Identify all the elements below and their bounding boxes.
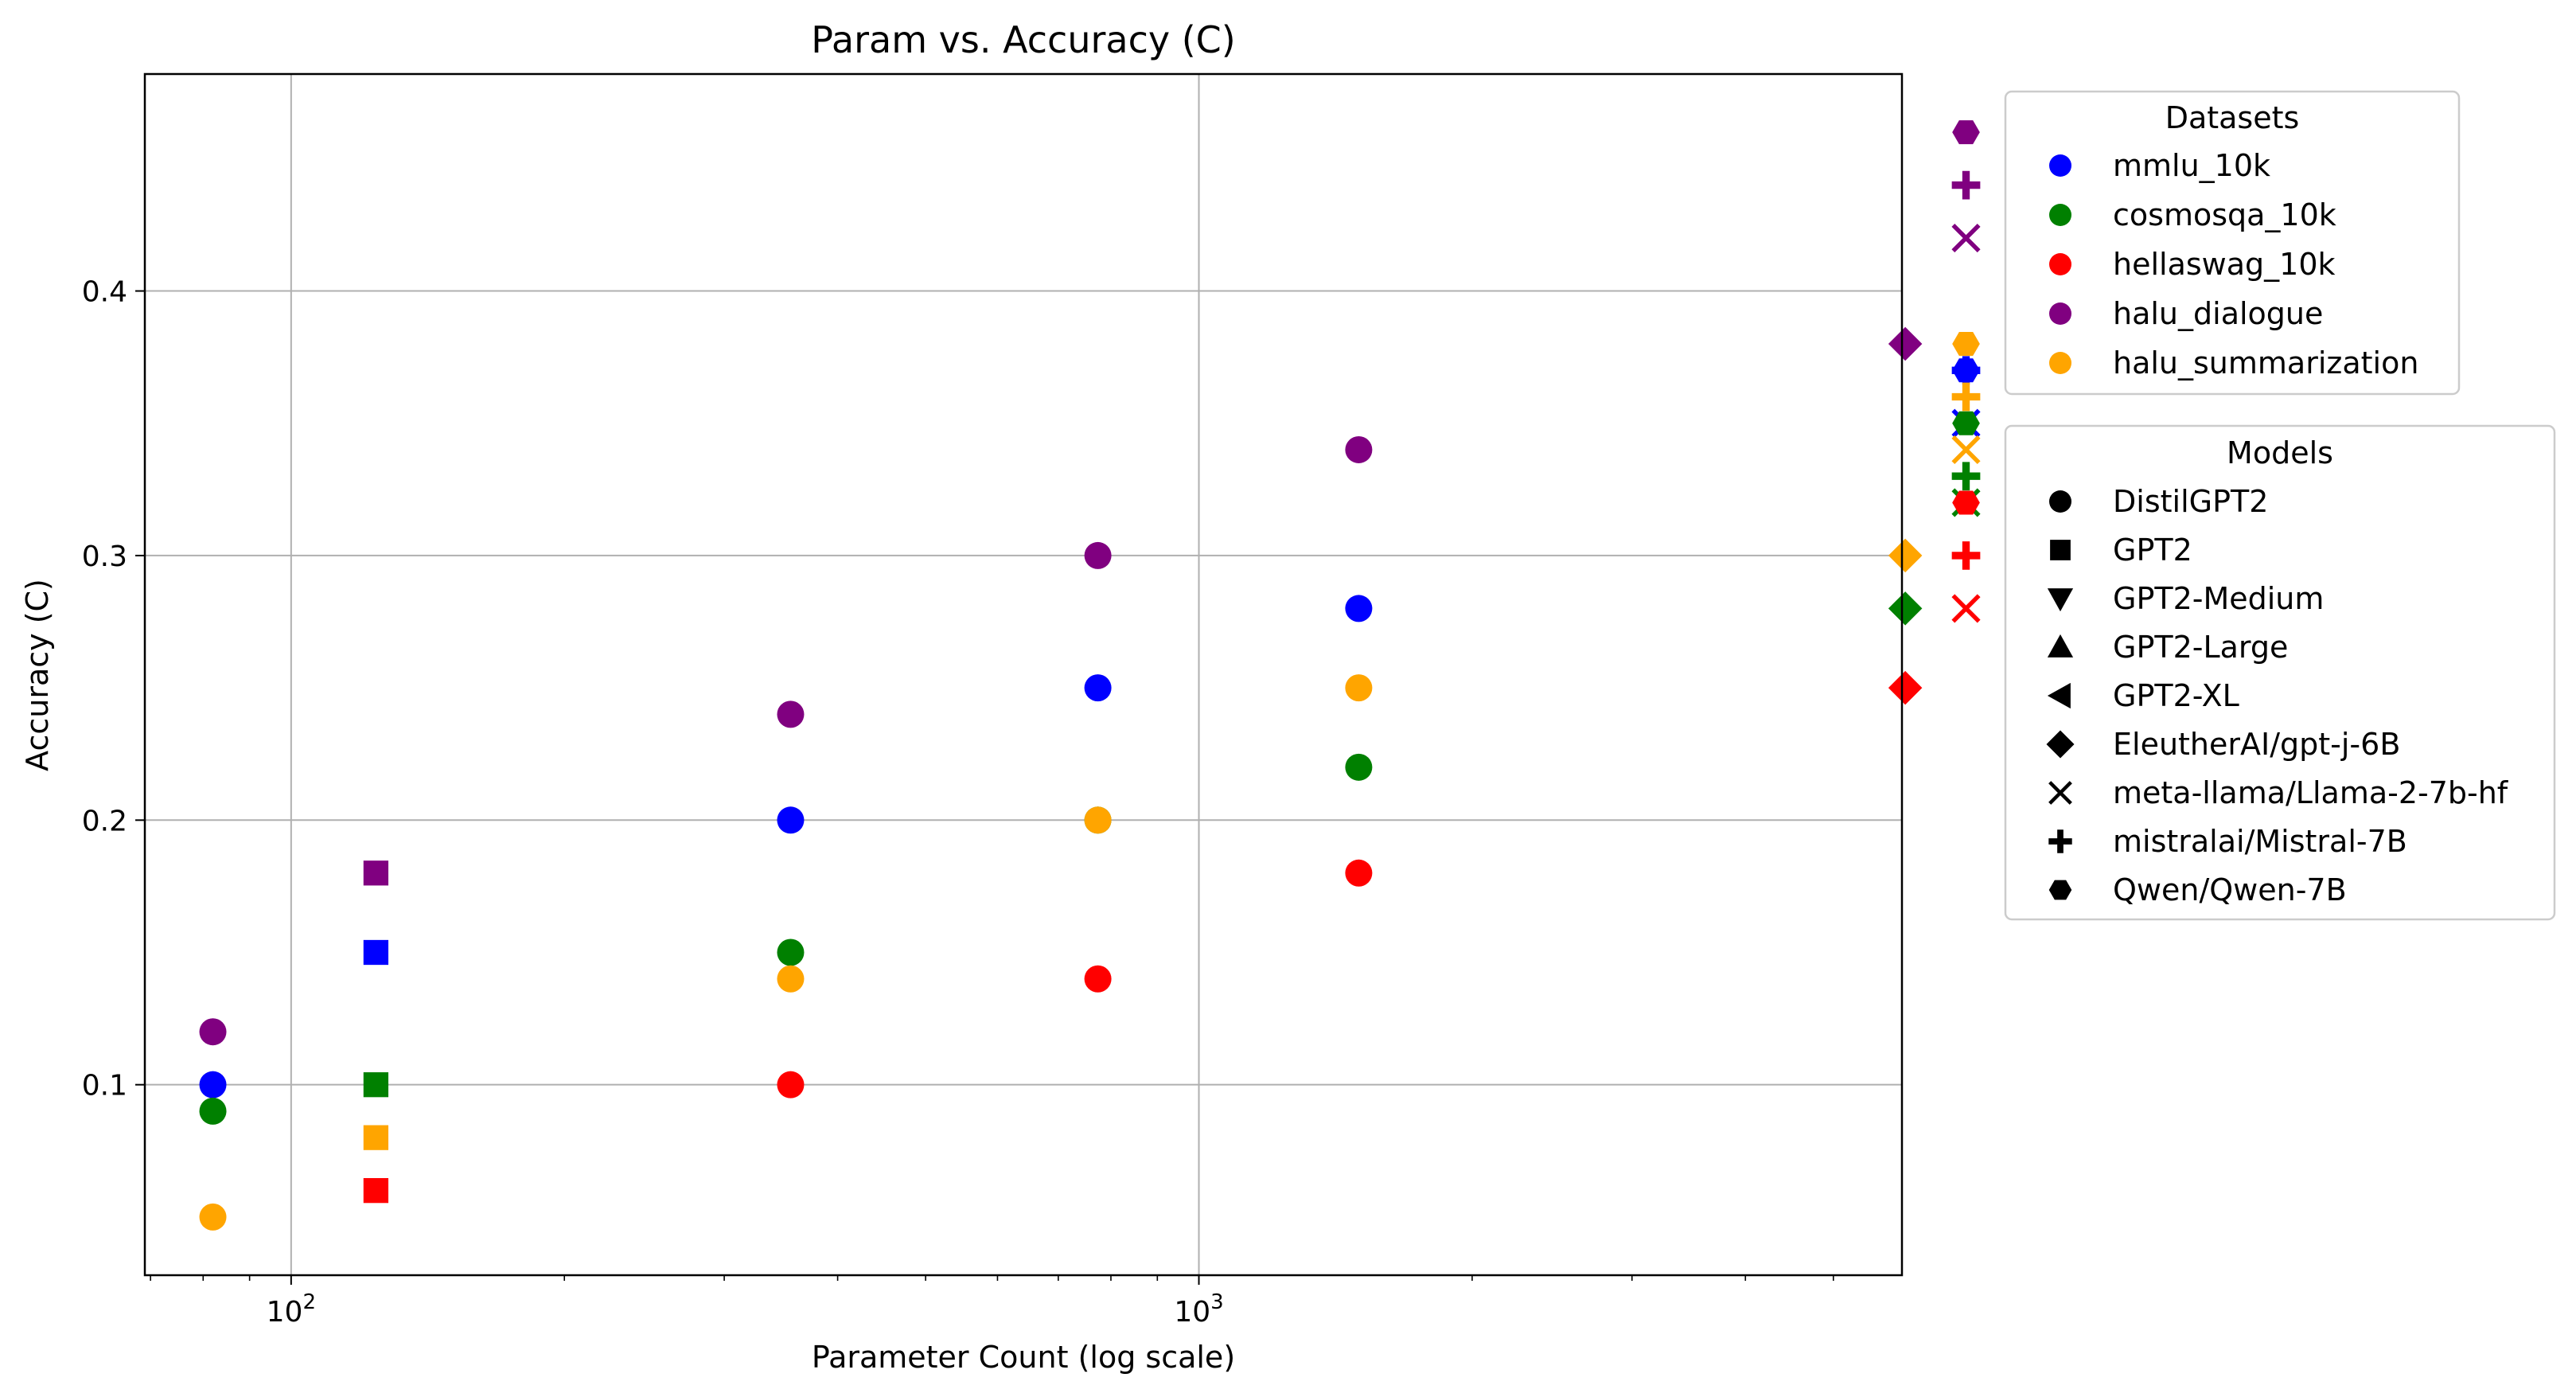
point-diamond-hellaswag-10k bbox=[1888, 670, 1923, 705]
y-tick-label: 0.2 bbox=[82, 805, 127, 837]
point-square-halu-summarization bbox=[363, 1125, 389, 1150]
point-diamond-cosmosqa-10k bbox=[1888, 591, 1923, 626]
legend-dataset-label: halu_dialogue bbox=[2113, 296, 2323, 331]
datasets-legend-frame bbox=[2004, 90, 2461, 396]
legend-model-label: meta-llama/Llama-2-7b-hf bbox=[2113, 775, 2509, 810]
point-circle-mmlu-10k bbox=[1345, 595, 1373, 622]
point-circle-hellaswag-10k bbox=[777, 1071, 805, 1098]
chart-title: Param vs. Accuracy (C) bbox=[811, 18, 1235, 61]
plot-area-frame bbox=[143, 72, 1904, 1277]
axes: 0.1 0.2 0.3 0.4 102 103 bbox=[82, 276, 1834, 1329]
legend-dataset-marker bbox=[2049, 204, 2071, 226]
legend-model-label: DistilGPT2 bbox=[2113, 484, 2268, 519]
legend-dataset-marker bbox=[2049, 253, 2071, 275]
y-tick-label: 0.3 bbox=[82, 540, 127, 573]
legend-dataset-marker bbox=[2049, 302, 2071, 325]
point-plus-cosmosqa-10k bbox=[1951, 462, 1981, 491]
legend-dataset-marker bbox=[2049, 154, 2071, 177]
point-square-mmlu-10k bbox=[363, 939, 389, 966]
models-legend-title: Models bbox=[2227, 435, 2333, 470]
legend-dataset-marker bbox=[2049, 352, 2071, 374]
legend-model-label: GPT2-Medium bbox=[2113, 581, 2324, 616]
y-axis-label: Accuracy (C) bbox=[20, 579, 55, 771]
legend-dataset-label: halu_summarization bbox=[2113, 345, 2418, 380]
point-circle-halu-dialogue bbox=[199, 1018, 227, 1046]
point-circle-mmlu-10k bbox=[1084, 674, 1112, 702]
point-circle-cosmosqa-10k bbox=[199, 1097, 227, 1125]
legend-dataset-label: hellaswag_10k bbox=[2113, 247, 2336, 282]
legend-model-label: mistralai/Mistral-7B bbox=[2113, 824, 2407, 859]
point-x-hellaswag-10k bbox=[1951, 594, 1981, 623]
point-circle-halu-summarization bbox=[777, 965, 805, 993]
point-circle-hellaswag-10k bbox=[1345, 859, 1373, 887]
y-tick-label: 0.4 bbox=[82, 276, 127, 309]
point-square-halu-dialogue bbox=[363, 860, 389, 886]
grid bbox=[145, 74, 1902, 1275]
legend-dataset-label: mmlu_10k bbox=[2113, 148, 2270, 183]
point-diamond-halu-dialogue bbox=[1888, 326, 1923, 361]
point-circle-halu-summarization bbox=[199, 1203, 227, 1231]
point-square-cosmosqa-10k bbox=[363, 1072, 389, 1098]
legend-dataset-label: cosmosqa_10k bbox=[2113, 197, 2336, 232]
datasets-legend: Datasets mmlu_10k cosmosqa_10k hellaswag_1… bbox=[2004, 90, 2461, 396]
point-diamond-halu-summarization bbox=[1888, 538, 1923, 573]
point-x-halu-summarization bbox=[1951, 435, 1981, 465]
point-hexagon-halu-dialogue bbox=[1952, 120, 1980, 145]
point-plus-hellaswag-10k bbox=[1951, 541, 1981, 570]
point-circle-halu-summarization bbox=[1084, 806, 1112, 834]
legend-model-marker bbox=[2047, 634, 2074, 658]
point-circle-halu-dialogue bbox=[777, 700, 805, 728]
legend-model-marker bbox=[2047, 588, 2074, 612]
point-square-hellaswag-10k bbox=[363, 1177, 389, 1204]
x-axis-label: Parameter Count (log scale) bbox=[812, 1340, 1235, 1375]
point-circle-mmlu-10k bbox=[199, 1071, 227, 1098]
point-circle-mmlu-10k bbox=[777, 806, 805, 834]
point-hexagon-halu-summarization bbox=[1952, 332, 1980, 357]
legend-model-marker bbox=[2048, 880, 2072, 900]
point-circle-hellaswag-10k bbox=[1084, 965, 1112, 993]
x-tick-label: 102 bbox=[267, 1290, 316, 1329]
legend-model-marker bbox=[2050, 540, 2071, 560]
legend-model-marker bbox=[2048, 781, 2072, 805]
point-circle-halu-summarization bbox=[1345, 674, 1373, 702]
data-points bbox=[199, 120, 1981, 1231]
legend-model-label: GPT2-XL bbox=[2113, 678, 2239, 713]
legend-model-marker bbox=[2046, 730, 2075, 759]
legend-model-marker bbox=[2047, 682, 2071, 709]
point-x-halu-dialogue bbox=[1951, 224, 1981, 253]
legend-model-label: GPT2-Large bbox=[2113, 630, 2288, 665]
legend-model-marker bbox=[2049, 490, 2071, 513]
legend-model-marker bbox=[2048, 829, 2072, 853]
point-circle-halu-dialogue bbox=[1345, 435, 1373, 463]
point-hexagon-hellaswag-10k bbox=[1952, 490, 1980, 515]
models-legend: Models DistilGPT2 GPT2 GPT2-Medium GPT2-Lar… bbox=[2004, 424, 2556, 921]
point-hexagon-cosmosqa-10k bbox=[1952, 411, 1980, 435]
legend-model-label: EleutherAI/gpt-j-6B bbox=[2113, 727, 2400, 762]
point-circle-cosmosqa-10k bbox=[1345, 753, 1373, 781]
point-circle-halu-dialogue bbox=[1084, 541, 1112, 569]
point-plus-halu-dialogue bbox=[1951, 170, 1981, 200]
x-tick-label: 103 bbox=[1174, 1290, 1223, 1329]
legend-model-label: Qwen/Qwen-7B bbox=[2113, 872, 2347, 907]
point-circle-cosmosqa-10k bbox=[777, 938, 805, 966]
models-legend-frame bbox=[2004, 424, 2556, 921]
point-plus-halu-summarization bbox=[1951, 382, 1981, 412]
y-tick-label: 0.1 bbox=[82, 1070, 127, 1102]
legend-model-label: GPT2 bbox=[2113, 533, 2192, 568]
datasets-legend-title: Datasets bbox=[2165, 100, 2300, 135]
point-hexagon-mmlu-10k bbox=[1952, 358, 1980, 383]
